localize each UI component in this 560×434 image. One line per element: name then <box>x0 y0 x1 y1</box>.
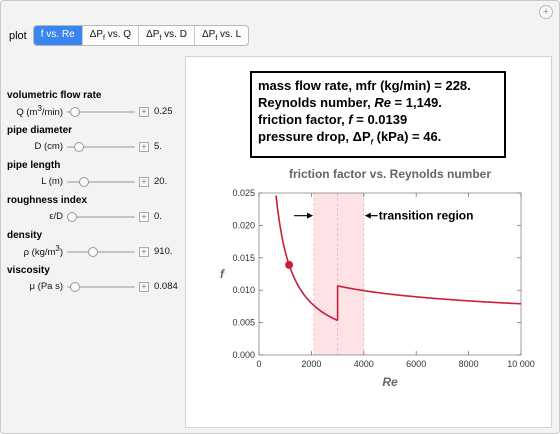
control-value: 0.084 <box>154 281 178 292</box>
control-title: pipe length <box>7 160 61 171</box>
transition-region-label: transition region <box>379 209 474 223</box>
plot-selector: f vs. Re ΔPf vs. Q ΔPf vs. D ΔPf vs. L <box>32 25 250 46</box>
control-row: ρ (kg/m3) +910. <box>7 243 185 260</box>
control-slider[interactable] <box>67 281 135 292</box>
slider-track <box>67 250 135 253</box>
control-row: L (m) +20. <box>7 173 185 190</box>
y-tick-label: 0.015 <box>232 253 255 263</box>
transition-region-band <box>314 193 364 355</box>
slider-track <box>67 145 135 148</box>
control-value: 910. <box>154 246 173 257</box>
x-tick-label: 6000 <box>406 359 426 369</box>
right-arrow-head <box>364 212 371 219</box>
slider-track <box>67 180 135 183</box>
control-slider[interactable] <box>67 106 135 117</box>
control-label: ε/D <box>49 211 63 222</box>
mass-flow-rate-line: mass flow rate, mfr (kg/min) = 228. <box>258 78 471 93</box>
control-row: D (cm) +5. <box>7 138 185 155</box>
control-row: ε/D +0. <box>7 208 185 225</box>
y-tick-label: 0.005 <box>232 318 255 328</box>
current-point-marker <box>285 260 294 269</box>
controls-panel: volumetric flow rate Q (m3/min) +0.25 pipe … <box>7 85 185 295</box>
expand-control-icon[interactable]: + <box>139 211 149 222</box>
chart-title: friction factor vs. Reynolds number <box>289 167 491 181</box>
control-label: μ (Pa s) <box>29 281 63 292</box>
friction-factor-line: friction factor, f = 0.0139 <box>258 112 408 127</box>
expand-control-icon[interactable]: + <box>139 106 149 117</box>
control-label: Q (m3/min) <box>16 104 63 119</box>
slider-track <box>67 110 135 113</box>
slider-thumb[interactable] <box>69 281 80 292</box>
control-row: μ (Pa s) +0.084 <box>7 278 185 295</box>
x-tick-label: 8000 <box>459 359 479 369</box>
control-title: viscosity <box>7 265 50 276</box>
slider-track <box>67 215 135 218</box>
y-tick-label: 0.025 <box>232 188 255 198</box>
x-tick-label: 0 <box>256 359 261 369</box>
control-title: density <box>7 230 43 241</box>
control-row: Q (m3/min) +0.25 <box>7 103 185 120</box>
plot-tab-2[interactable]: ΔPf vs. D <box>139 26 195 45</box>
plot-frame <box>258 192 522 356</box>
plot-tab-1[interactable]: ΔPf vs. Q <box>83 26 140 45</box>
expand-control-icon[interactable]: + <box>139 246 149 257</box>
output-panel: mass flow rate, mfr (kg/min) = 228. Reyn… <box>185 56 552 428</box>
left-arrow-head <box>307 212 314 219</box>
results-box: mass flow rate, mfr (kg/min) = 228. Reyn… <box>250 71 506 158</box>
control-label: L (m) <box>41 176 63 187</box>
slider-thumb[interactable] <box>73 141 84 152</box>
x-axis-label: Re <box>382 375 398 389</box>
plot-selector-label: plot <box>9 29 27 42</box>
laminar-curve <box>275 195 338 322</box>
plot-tab-3[interactable]: ΔPf vs. L <box>201 29 242 42</box>
control-title: volumetric flow rate <box>7 90 102 101</box>
plot-tab-0[interactable]: f vs. Re <box>33 26 83 45</box>
control-label: ρ (kg/m3) <box>23 244 63 259</box>
slider-track <box>67 285 135 288</box>
slider-thumb[interactable] <box>67 211 77 222</box>
expand-control-icon[interactable]: + <box>139 281 149 292</box>
control-label: D (cm) <box>34 141 64 152</box>
control-slider[interactable] <box>67 176 135 187</box>
control-value: 5. <box>154 141 162 152</box>
plus-icon[interactable]: + <box>539 5 553 19</box>
y-tick-label: 0.010 <box>232 285 255 295</box>
x-tick-label: 10 000 <box>507 359 535 369</box>
y-axis-label: f <box>220 267 225 281</box>
x-tick-label: 4000 <box>354 359 374 369</box>
turbulent-curve <box>337 285 522 305</box>
friction-factor-chart: 0 2000 4000 6000 8000 10 000 0.000 0.005 0.010 0.… <box>220 167 535 389</box>
y-tick-label: 0.020 <box>232 220 255 230</box>
pressure-drop-line: pressure drop, ΔPf (kPa) = 46. <box>258 129 442 147</box>
control-value: 20. <box>154 176 168 187</box>
control-slider[interactable] <box>67 141 135 152</box>
plot-selector-row: plot f vs. Re ΔPf vs. Q ΔPf vs. D ΔPf vs. L <box>9 25 250 46</box>
control-slider[interactable] <box>67 211 135 222</box>
control-value: 0.25 <box>154 106 173 117</box>
expand-control-icon[interactable]: + <box>139 176 149 187</box>
control-value: 0. <box>154 211 162 222</box>
control-slider[interactable] <box>67 246 135 257</box>
control-title: pipe diameter <box>7 125 73 136</box>
reynolds-number-line: Reynolds number, Re = 1,149. <box>258 95 442 110</box>
x-tick-label: 2000 <box>301 359 321 369</box>
y-tick-label: 0.000 <box>232 350 255 360</box>
slider-thumb[interactable] <box>69 106 80 117</box>
control-title: roughness index <box>7 195 88 206</box>
expand-control-icon[interactable]: + <box>139 141 149 152</box>
slider-thumb[interactable] <box>78 176 89 187</box>
slider-thumb[interactable] <box>87 246 98 257</box>
